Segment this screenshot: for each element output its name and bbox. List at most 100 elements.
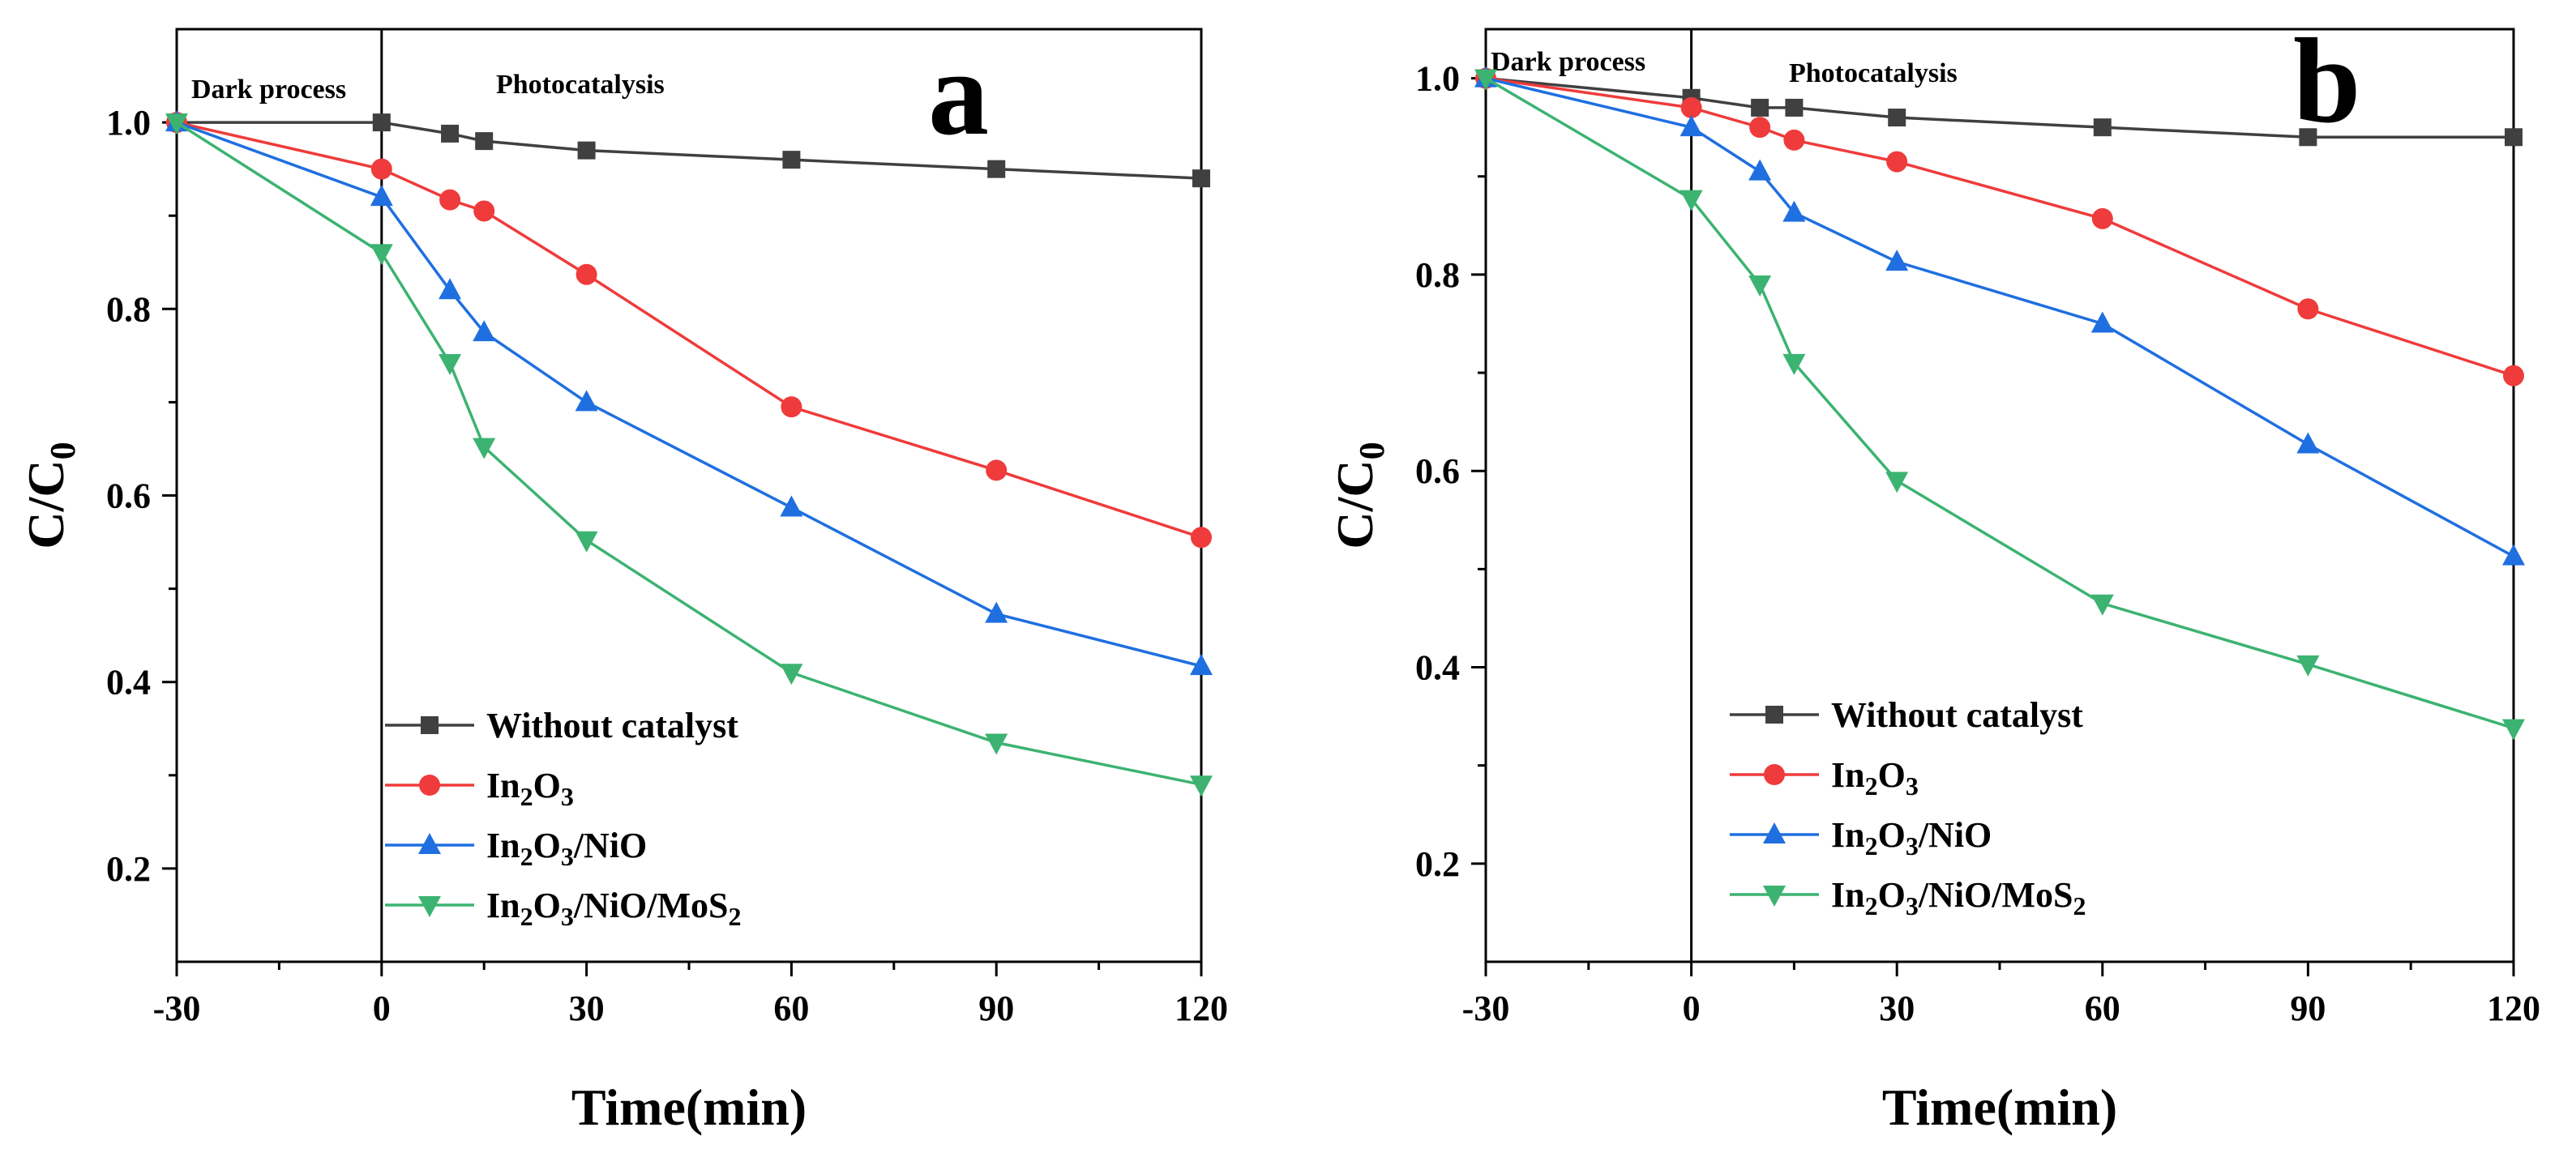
- x-tick-label: 30: [1879, 989, 1915, 1028]
- data-point: [2502, 719, 2525, 741]
- y-axis-label: C/C0: [17, 442, 83, 549]
- data-point: [2093, 118, 2112, 137]
- series-line: [1485, 76, 2514, 139]
- data-point: [1885, 472, 1909, 493]
- data-point: [1680, 96, 1702, 118]
- data-point: [2091, 207, 2113, 229]
- y-tick-label: 0.2: [1415, 844, 1460, 884]
- data-point: [985, 601, 1008, 623]
- legend-item: Without catalyst: [1730, 695, 2083, 735]
- data-point: [475, 132, 494, 151]
- data-point: [780, 495, 803, 517]
- photocatalysis-label: Photocatalysis: [496, 70, 665, 100]
- legend-label: In2O3/NiO/MoS2: [1831, 875, 2086, 920]
- x-tick-label: 30: [569, 989, 605, 1028]
- series-line: [1485, 77, 2514, 730]
- data-point: [986, 459, 1008, 481]
- y-tick-label: 0.6: [106, 476, 151, 516]
- x-axis-label: Time(min): [1882, 1078, 2117, 1136]
- x-tick-label: 90: [2290, 989, 2326, 1028]
- y-tick-label: 0.8: [1415, 255, 1460, 295]
- series-1: [1475, 67, 2524, 386]
- legend-marker: [418, 833, 441, 854]
- chart-panel-b: -30 0 30 60 90 120 0.2 0.4 0.6 0.8 1.0 Time(min) C/C…: [1326, 14, 2540, 1136]
- series-line: [176, 121, 1202, 539]
- data-point: [2090, 311, 2114, 333]
- series-line: [177, 121, 1202, 180]
- data-point: [2505, 128, 2523, 147]
- data-point: [1782, 200, 1806, 222]
- legend-item: In2O3: [1730, 755, 1919, 801]
- legend-marker: [421, 716, 439, 734]
- data-point: [781, 396, 802, 418]
- data-point: [782, 151, 801, 169]
- data-point: [439, 278, 462, 300]
- data-point: [985, 733, 1008, 755]
- y-axis-label: C/C0: [1326, 442, 1392, 549]
- series-3: [1474, 69, 2525, 741]
- data-point: [165, 113, 188, 135]
- data-point: [1748, 275, 1772, 297]
- legend-item: In2O3/NiO/MoS2: [385, 886, 742, 931]
- x-tick-label: 90: [978, 989, 1014, 1028]
- y-tick-label: 0.8: [106, 289, 151, 329]
- legend-item: In2O3/NiO: [385, 826, 647, 871]
- legend-item: In2O3: [385, 766, 574, 811]
- data-point: [1748, 159, 1772, 181]
- y-tick-label: 0.4: [1415, 648, 1460, 688]
- x-axis-label: Time(min): [571, 1078, 807, 1136]
- y-tick-label: 0.4: [106, 663, 151, 702]
- dark-process-label: Dark process: [1491, 47, 1645, 77]
- series-0: [1477, 69, 2523, 147]
- legend-marker: [419, 775, 440, 796]
- x-tick-label: -30: [153, 989, 201, 1028]
- series-line: [176, 121, 1202, 668]
- data-point: [439, 189, 461, 211]
- series-1: [166, 112, 1212, 549]
- data-point: [577, 141, 596, 160]
- data-point: [2296, 655, 2320, 677]
- series-line: [1485, 76, 2514, 378]
- data-point: [441, 124, 460, 143]
- data-point: [576, 263, 597, 285]
- data-point: [1474, 69, 1497, 91]
- data-point: [1190, 775, 1213, 797]
- y-tick-label: 0.6: [1415, 451, 1460, 491]
- x-tick-label: 120: [2487, 989, 2540, 1028]
- y-tick-label: 1.0: [106, 103, 151, 143]
- legend-marker: [418, 896, 441, 917]
- legend-marker: [1763, 822, 1786, 843]
- data-point: [1680, 115, 1703, 137]
- data-point: [473, 438, 496, 459]
- x-tick-label: 60: [773, 989, 809, 1028]
- x-tick-label: -30: [1462, 989, 1510, 1028]
- photocatalysis-label: Photocatalysis: [1789, 58, 1958, 88]
- data-point: [1783, 129, 1805, 151]
- legend-label: In2O3: [486, 766, 574, 811]
- legend-item: In2O3/NiO: [1730, 815, 1992, 860]
- dark-process-label: Dark process: [191, 75, 346, 105]
- panel-letter: b: [2293, 14, 2360, 148]
- data-point: [1680, 190, 1703, 211]
- legend-label: In2O3/NiO: [1831, 815, 1992, 860]
- legend-marker: [1765, 706, 1783, 724]
- data-point: [987, 160, 1006, 178]
- data-point: [370, 185, 393, 207]
- data-point: [2503, 365, 2524, 386]
- legend-label: Without catalyst: [1831, 695, 2083, 735]
- x-tick-label: 0: [373, 989, 391, 1028]
- data-point: [473, 320, 496, 342]
- data-point: [439, 354, 462, 376]
- data-point: [780, 664, 803, 685]
- series-line: [1485, 76, 2514, 558]
- legend-marker: [1764, 764, 1785, 785]
- data-point: [1885, 250, 1909, 271]
- legend-marker: [1763, 886, 1786, 907]
- data-point: [2299, 128, 2317, 147]
- series-3: [165, 113, 1213, 797]
- chart-panel-a: -30 0 30 60 90 120 0.2 0.4 0.6 0.8 1.0 Time(min) C/C…: [17, 26, 1228, 1136]
- y-tick-label: 1.0: [1415, 59, 1460, 99]
- data-point: [1886, 151, 1908, 173]
- x-tick-label: 0: [1683, 989, 1701, 1028]
- data-point: [2296, 432, 2320, 454]
